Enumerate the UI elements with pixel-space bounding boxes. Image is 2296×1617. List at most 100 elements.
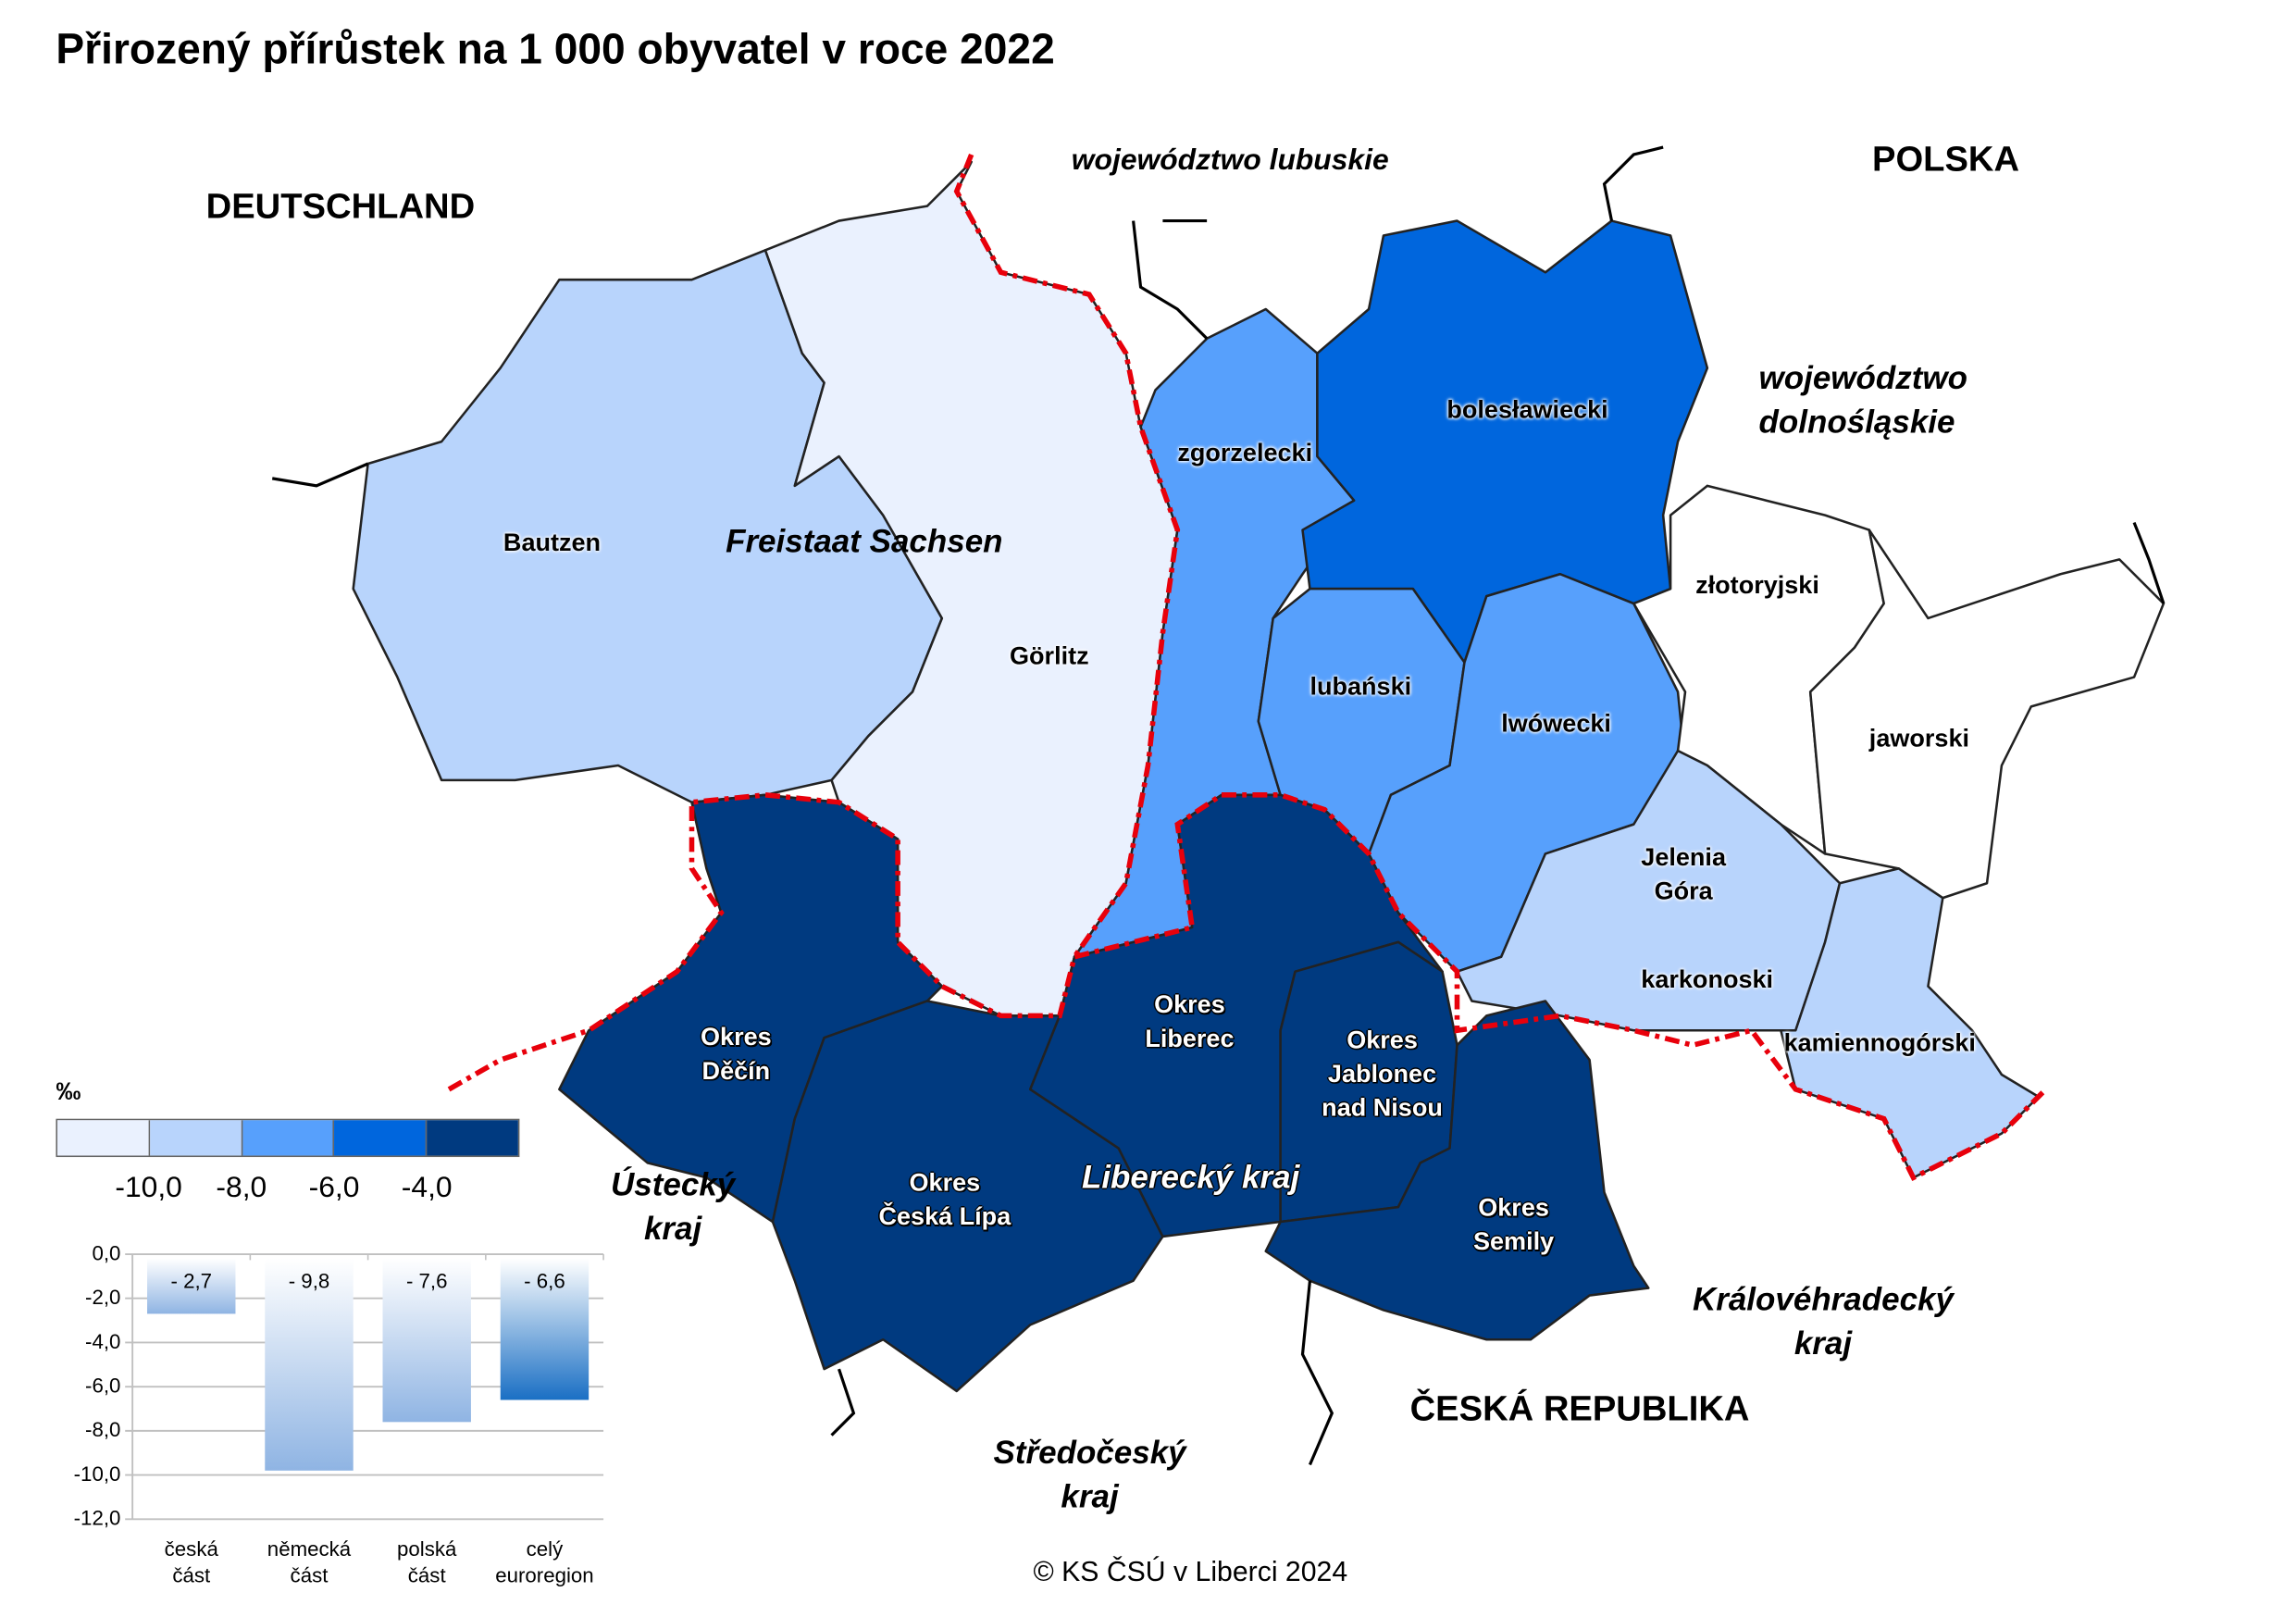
x-category-label: česká část <box>165 1536 218 1588</box>
district-semily <box>1264 1000 1650 1341</box>
y-tick-label: -2,0 <box>85 1285 121 1309</box>
category-label-line: celý <box>526 1536 564 1561</box>
outer-boundary-pl-north <box>1132 218 1209 340</box>
copyright: © KS ČSÚ v Liberci 2024 <box>1033 1557 1348 1589</box>
bar <box>382 1258 471 1423</box>
y-tick-label: -6,0 <box>85 1373 121 1398</box>
category-label-line: část <box>407 1563 446 1587</box>
legend-color-scale <box>56 1118 520 1158</box>
region-label-line: Středočeský <box>993 1434 1186 1471</box>
outer-boundary-pl-north2 <box>1602 145 1664 221</box>
y-tick-label: -8,0 <box>85 1417 121 1442</box>
y-tick-label: -4,0 <box>85 1329 121 1353</box>
district-label-gorlitz: Görlitz <box>1010 641 1089 670</box>
label-line: Okres <box>909 1168 981 1197</box>
region-label-sachsen: Freistaat Sachsen <box>726 522 1003 560</box>
region-label-line: kraj <box>1061 1477 1119 1515</box>
region-label-liberecky: Liberecký kraj <box>1081 1158 1300 1196</box>
legend-swatch <box>149 1120 242 1156</box>
category-label-line: část <box>290 1563 329 1587</box>
page-title: Přirozený přírůstek na 1 000 obyvatel v … <box>56 26 1055 74</box>
legend-swatch <box>334 1120 428 1156</box>
legend-break: -6,0 <box>308 1171 360 1204</box>
region-label-lubuskie: województwo lubuskie <box>1071 143 1389 177</box>
label-line: Okres <box>1154 990 1225 1019</box>
legend-swatch <box>242 1120 335 1156</box>
y-tick-label: 0,0 <box>92 1240 121 1265</box>
outer-boundary-cz-south <box>830 1280 1334 1466</box>
district-label-jaworski: jaworski <box>1868 724 1970 753</box>
label-line: Děčín <box>701 1056 771 1086</box>
region-label-line: województwo <box>1758 359 1967 396</box>
district-kamiennogorski <box>1780 867 2040 1179</box>
category-label-line: česká <box>164 1536 218 1561</box>
region-label-ustecky: Ústecký kraj <box>611 1163 735 1250</box>
label-line: Liberec <box>1145 1024 1235 1053</box>
state-border-de-cz <box>447 792 2048 1182</box>
legend-swatch <box>427 1120 518 1156</box>
district-label-liberec: Okres Liberec <box>1145 988 1234 1055</box>
bar <box>265 1258 354 1471</box>
bar <box>147 1258 236 1314</box>
region-label-stredocesky: Středočeský kraj <box>994 1431 1186 1519</box>
outer-boundary-de <box>271 462 369 488</box>
category-label-line: německá <box>267 1536 352 1561</box>
label-line: Okres <box>701 1023 772 1051</box>
x-category-label: německá část <box>267 1536 351 1588</box>
label-line: Semily <box>1472 1227 1555 1256</box>
district-label-zgorzelecki: zgorzelecki <box>1177 438 1313 467</box>
district-karkonoski <box>1456 749 1842 1032</box>
district-label-jablonec: Okres Jablonec nad Nisou <box>1322 1023 1443 1125</box>
bar-data-label: - 6,6 <box>524 1268 565 1293</box>
district-label-lwowecki: lwówecki <box>1501 709 1611 738</box>
category-label-line: euroregion <box>495 1563 594 1587</box>
label-line: Okres <box>1347 1026 1418 1054</box>
district-label-zlotoryjski: złotoryjski <box>1695 571 1819 600</box>
y-tick-label: -12,0 <box>73 1505 121 1530</box>
x-category-label: celý euroregion <box>495 1536 593 1588</box>
district-label-semily: Okres Semily <box>1473 1191 1554 1259</box>
country-label-germany: DEUTSCHLAND <box>205 186 476 227</box>
category-label-line: část <box>172 1563 211 1587</box>
bar-data-label: - 2,7 <box>170 1268 213 1293</box>
district-label-kamiennogorski: kamiennogórski <box>1783 1028 1976 1057</box>
region-label-line: dolnośląskie <box>1758 403 1955 441</box>
state-border-de-pl <box>953 153 1181 959</box>
district-label-boleslawiecki: bolesławiecki <box>1446 395 1608 425</box>
district-label-lubanski: lubański <box>1309 672 1412 702</box>
bar-data-label: - 7,6 <box>405 1268 448 1293</box>
label-line: Jablonec <box>1327 1060 1437 1088</box>
label-line: Jelenia <box>1641 843 1726 872</box>
district-jaworski <box>1808 529 2166 900</box>
label-line: Česká Lípa <box>878 1202 1011 1231</box>
outer-boundary-pl-east <box>2132 522 2166 604</box>
legend-unit: ‰ <box>56 1077 81 1106</box>
district-label-ceska-lipa: Okres Česká Lípa <box>878 1166 1011 1234</box>
y-tick-label: -10,0 <box>73 1462 121 1486</box>
region-label-line: kraj <box>643 1210 702 1248</box>
district-label-jelenia-gora: Jelenia Góra <box>1641 840 1726 908</box>
legend-break: -8,0 <box>216 1171 267 1204</box>
country-label-czech: ČESKÁ REPUBLIKA <box>1409 1389 1750 1430</box>
region-label-line: Královéhradecký <box>1692 1280 1954 1318</box>
district-label-bautzen: Bautzen <box>503 528 602 557</box>
label-line: nad Nisou <box>1322 1093 1443 1122</box>
country-label-poland: POLSKA <box>1871 140 2020 180</box>
region-label-kralovehradecky: Královéhradecký kraj <box>1693 1277 1954 1365</box>
region-label-line: Ústecký <box>611 1165 736 1203</box>
legend-swatch <box>57 1120 150 1156</box>
legend-break: -10,0 <box>115 1171 182 1204</box>
region-label-dolnoslaskie: województwo dolnośląskie <box>1759 356 1967 444</box>
district-label-karkonoski: karkonoski <box>1641 965 1774 994</box>
x-category-label: polská část <box>397 1536 456 1588</box>
bar-data-label: - 9,8 <box>288 1268 330 1293</box>
legend-break: -4,0 <box>401 1171 453 1204</box>
region-label-line: kraj <box>1793 1325 1853 1362</box>
bar-chart <box>125 1253 604 1521</box>
district-label-decin: Okres Děčín <box>701 1020 772 1088</box>
label-line: Okres <box>1478 1193 1549 1223</box>
bar <box>500 1258 590 1400</box>
label-line: Góra <box>1654 877 1713 906</box>
